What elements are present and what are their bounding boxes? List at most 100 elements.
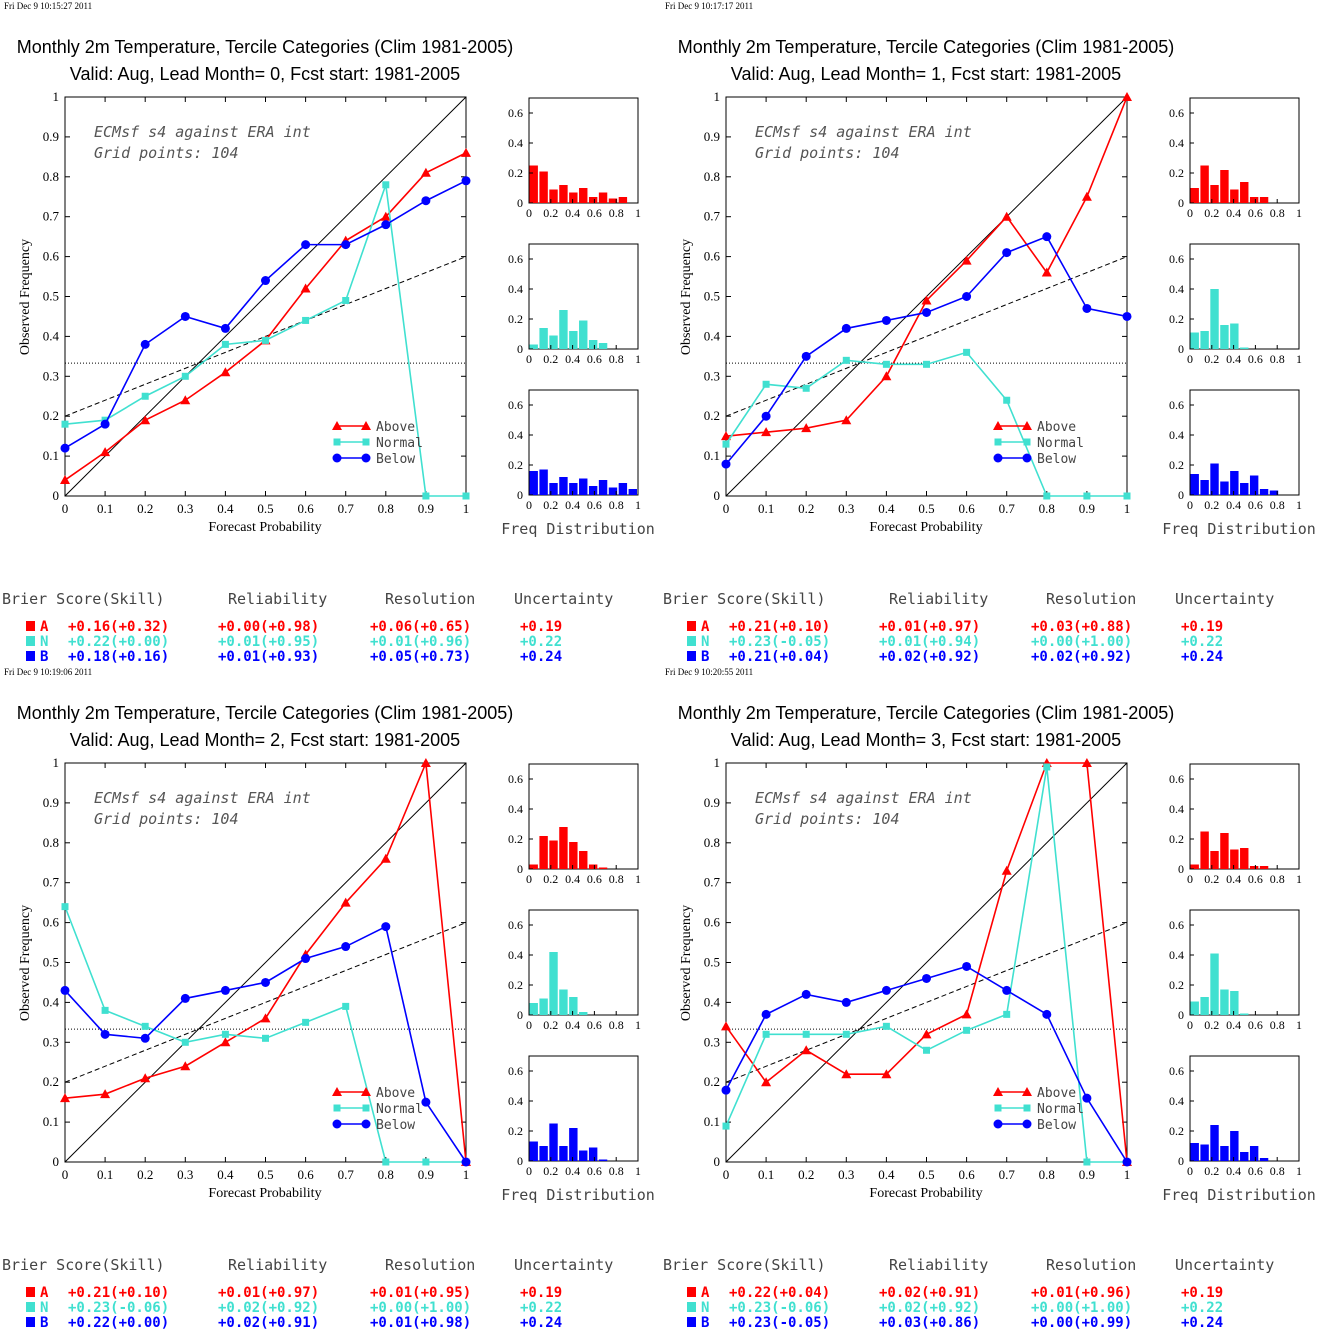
hist-y-tick-label: 0.4 — [1169, 428, 1184, 442]
histogram-bar-below — [1249, 1146, 1259, 1161]
hist-x-tick-label: 1 — [1296, 1018, 1302, 1032]
data-point-normal — [342, 1002, 350, 1010]
hist-x-tick-label: 0.4 — [1226, 1018, 1241, 1032]
table-swatch-below — [26, 651, 35, 661]
table-cell-above-uncertainty: +0.19 — [520, 619, 562, 635]
y-axis-label: Observed Frequency — [679, 239, 694, 355]
x-tick-label: 0.2 — [137, 1167, 153, 1182]
x-tick-label: 0.4 — [217, 1167, 234, 1182]
y-tick-label: 0.7 — [43, 875, 60, 890]
data-point-below — [341, 942, 351, 952]
legend-marker-above — [1022, 1087, 1032, 1096]
x-tick-label: 0.5 — [918, 501, 934, 516]
hist-x-tick-label: 0.2 — [543, 498, 558, 512]
data-point-above — [300, 283, 311, 293]
data-point-above — [1001, 865, 1012, 875]
histogram-bar-below — [1230, 1131, 1239, 1161]
hist-y-tick-label: 0.4 — [1169, 948, 1184, 962]
hist-x-tick-label: 0.8 — [1270, 352, 1285, 366]
data-point-below — [1122, 311, 1132, 321]
x-tick-label: 0.3 — [177, 501, 193, 516]
x-tick-label: 0.1 — [97, 1167, 113, 1182]
x-tick-label: 0 — [62, 501, 69, 516]
y-tick-label: 0.3 — [704, 368, 720, 383]
histogram-bar-above — [608, 198, 618, 203]
data-point-below — [100, 1029, 110, 1039]
data-point-normal — [342, 296, 350, 304]
data-point-above — [420, 167, 431, 177]
hist-x-tick-label: 0.2 — [543, 206, 558, 220]
table-cell-normal-uncertainty: +0.22 — [1181, 1300, 1223, 1316]
histogram-above: 0 0.2 0.4 0.6 0.8 1 0 0.2 0.4 0.6 — [508, 763, 641, 886]
histogram-bar-normal — [539, 998, 548, 1015]
legend-marker-normal — [362, 1104, 370, 1112]
table-cell-below-brier: +0.18(+0.16) — [68, 649, 169, 665]
score-table: Brier Score(Skill) Reliability Resolution U… — [663, 590, 1274, 665]
perfect-reliability-line — [725, 762, 1128, 1163]
y-tick-label: 0.5 — [704, 289, 720, 304]
histogram-bar-above — [1249, 197, 1259, 203]
data-point-above — [1001, 211, 1012, 221]
histogram-bar-normal — [1220, 989, 1229, 1015]
table-cell-above-resolution: +0.01(+0.96) — [1031, 1285, 1132, 1301]
histogram-bar-above — [1200, 165, 1209, 203]
y-tick-label: 0.1 — [704, 448, 720, 463]
table-swatch-above — [687, 621, 696, 631]
hist-x-tick-label: 0.8 — [609, 498, 624, 512]
data-point-below — [721, 1085, 731, 1095]
table-row-label-above: A — [701, 1285, 710, 1301]
table-header-brier: Brier Score(Skill) — [663, 1256, 826, 1274]
data-point-below — [761, 1009, 771, 1019]
hist-y-tick-label: 0 — [1178, 1154, 1184, 1168]
hist-x-tick-label: 0 — [526, 1164, 532, 1178]
panel-2: Fri Dec 9 10:17:17 2011 Monthly 2m Temper… — [663, 1, 1316, 665]
data-point-normal — [762, 1030, 770, 1038]
data-point-below — [60, 985, 70, 995]
y-tick-label: 0.3 — [704, 1034, 720, 1049]
x-tick-label: 0.9 — [418, 1167, 434, 1182]
legend-label-normal: Normal — [1037, 1102, 1084, 1117]
freq-distribution-label: Freq Distribution — [501, 1186, 655, 1204]
hist-x-tick-label: 0 — [526, 498, 532, 512]
score-table: Brier Score(Skill) Reliability Resolution U… — [2, 590, 613, 665]
data-point-normal — [802, 1030, 810, 1038]
data-point-above — [1081, 758, 1092, 767]
y-tick-label: 0 — [714, 488, 721, 503]
perfect-reliability-line — [64, 96, 467, 497]
histogram-bar-below — [569, 483, 578, 495]
table-cell-above-reliability: +0.01(+0.97) — [879, 619, 980, 635]
panel-4: Fri Dec 9 10:20:55 2011 Monthly 2m Temper… — [663, 667, 1316, 1330]
data-point-below — [801, 351, 811, 361]
hist-x-tick-label: 0.2 — [543, 1018, 558, 1032]
histogram-below: 0 0.2 0.4 0.6 0.8 1 0 0.2 0.4 0.6 — [508, 389, 641, 512]
hist-x-tick-label: 0 — [526, 206, 532, 220]
table-header-reliability: Reliability — [228, 1256, 327, 1274]
x-tick-label: 0.4 — [878, 501, 895, 516]
y-axis-label: Observed Frequency — [18, 905, 33, 1021]
legend-marker-below — [361, 453, 371, 463]
y-tick-label: 0.8 — [704, 169, 720, 184]
data-point-above — [841, 1069, 852, 1079]
table-row-label-normal: N — [40, 634, 48, 650]
hist-x-tick-label: 0.6 — [587, 498, 602, 512]
table-cell-above-brier: +0.21(+0.10) — [68, 1285, 169, 1301]
histogram-above: 0 0.2 0.4 0.6 0.8 1 0 0.2 0.4 0.6 — [1169, 97, 1302, 220]
y-tick-label: 0.4 — [43, 994, 60, 1009]
histogram-bar-normal — [539, 328, 548, 349]
hist-x-tick-label: 0.8 — [1270, 1018, 1285, 1032]
histogram-bar-below — [539, 1146, 548, 1161]
hist-y-tick-label: 0 — [517, 1008, 523, 1022]
data-point-below — [761, 411, 771, 421]
table-cell-above-uncertainty: +0.19 — [1181, 619, 1223, 635]
hist-y-tick-label: 0.2 — [508, 1124, 523, 1138]
hist-x-tick-label: 0.6 — [587, 1018, 602, 1032]
histogram-bar-below — [549, 483, 558, 495]
data-point-normal — [882, 360, 890, 368]
table-cell-below-reliability: +0.02(+0.91) — [218, 1315, 319, 1330]
table-cell-below-uncertainty: +0.24 — [520, 1315, 562, 1330]
data-point-below — [341, 240, 351, 250]
table-swatch-normal — [687, 1302, 696, 1312]
data-point-below — [721, 459, 731, 469]
data-point-normal — [101, 1006, 109, 1014]
